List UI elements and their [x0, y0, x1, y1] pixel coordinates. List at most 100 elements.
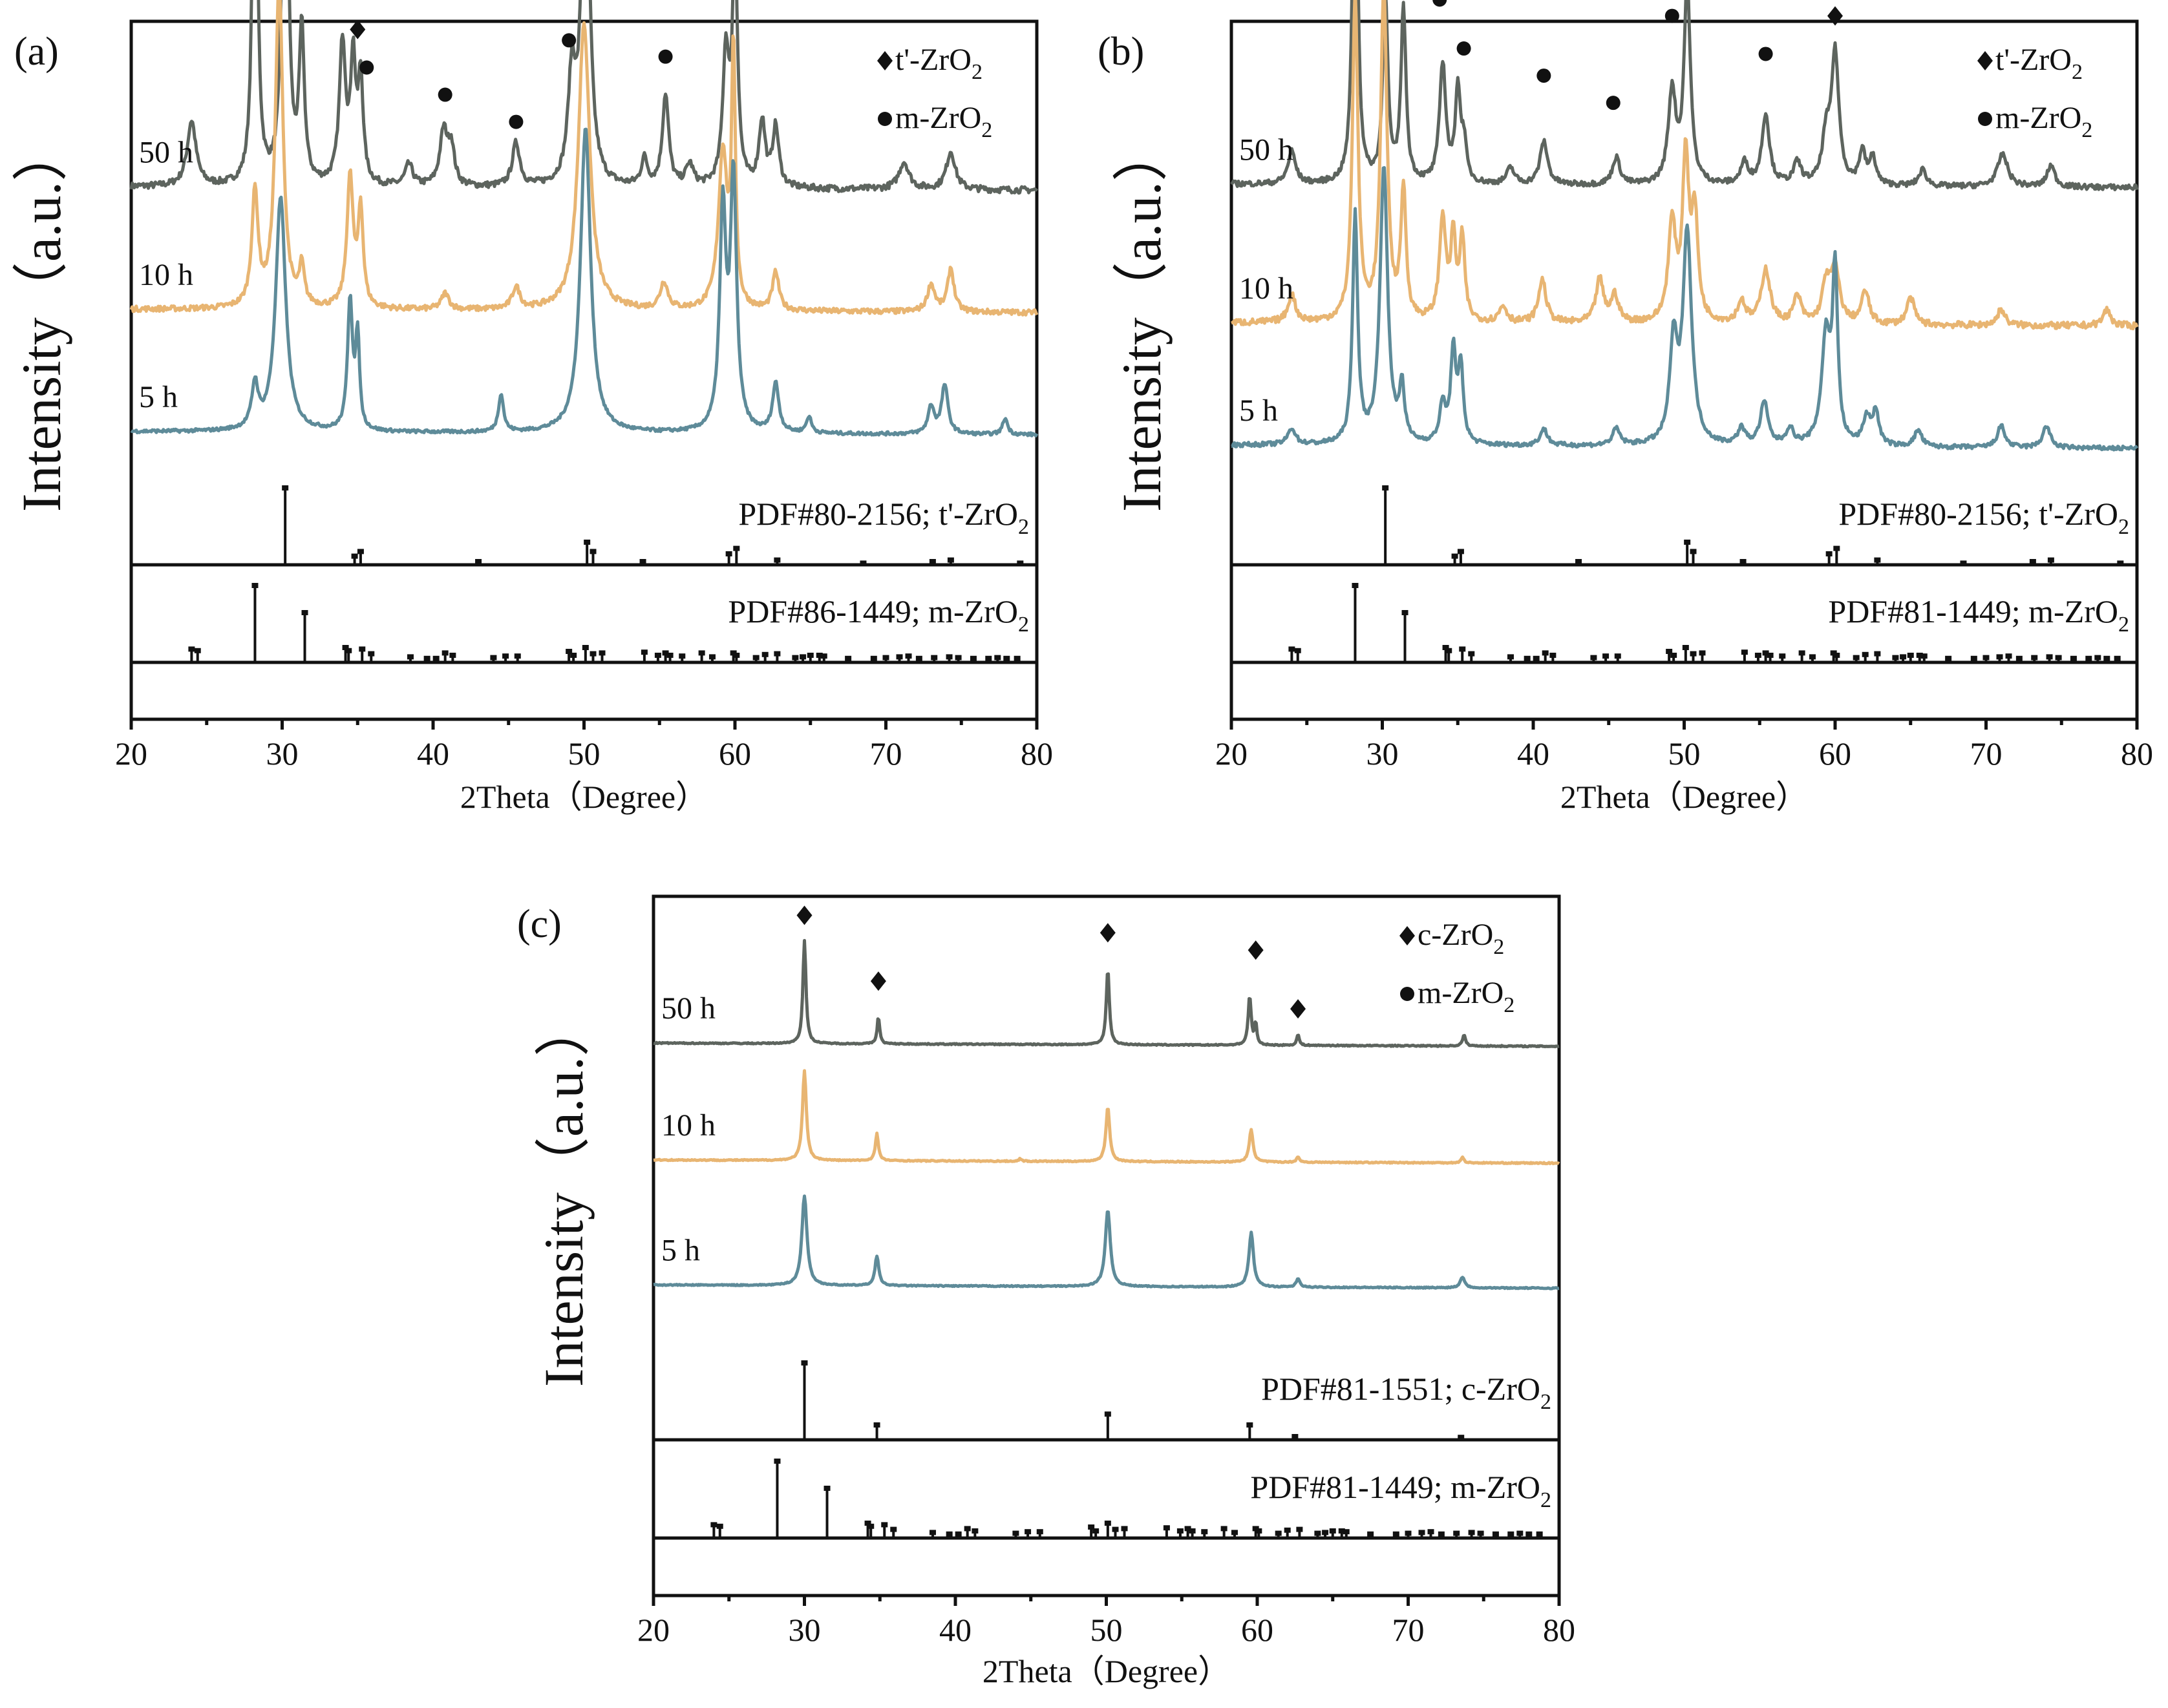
reference-stick-cap [708, 654, 716, 660]
series-5h: 5 h [130, 127, 1039, 438]
reference-stick-cap [2117, 560, 2124, 566]
legend: t'-ZrO2 m-ZrO2 [1977, 43, 2092, 142]
series-50h: 50 h [653, 905, 1560, 1049]
legend-marker-diamond [1977, 51, 1993, 70]
series-line [1231, 166, 2139, 452]
reference-stick-cap [590, 651, 597, 657]
reference-stick-cap [792, 655, 799, 660]
reference-stick-cap [351, 553, 358, 559]
reference-stick-cap [985, 655, 992, 661]
reference-stick-cap [1690, 549, 1697, 554]
phase-marker-circle [1664, 8, 1679, 23]
reference-stick-cap [860, 560, 867, 566]
phase-marker-diamond [796, 905, 813, 925]
x-tick-label: 70 [1970, 735, 2003, 772]
reference-stick-cap [1892, 655, 1899, 660]
reference-stick-cap [1507, 1531, 1514, 1537]
reference-stick-cap [1112, 1526, 1119, 1532]
reference-stick-cap [654, 653, 661, 658]
reference-stick-cap [251, 583, 259, 588]
series-10h: 10 h [1231, 0, 2139, 331]
reference-stick-cap [845, 655, 852, 661]
reference-stick-cap [931, 655, 938, 660]
reference-stick-cap [2055, 655, 2062, 660]
reference-stick-cap [1291, 1434, 1299, 1439]
reference-stick-cap [2103, 655, 2110, 661]
reference-stick-cap [1442, 645, 1449, 650]
reference-stick-cap [1382, 485, 1389, 490]
reference-stick-cap [359, 646, 366, 652]
phase-marker-diamond [1827, 6, 1843, 26]
reference-stick-cap [1754, 653, 1761, 658]
legend-entry: m-ZrO2 [895, 101, 992, 142]
x-tick-label: 30 [1366, 735, 1399, 772]
reference-stick-cap [2114, 655, 2121, 661]
reference-stick-cap [1575, 559, 1582, 564]
panel-c: 20 30 40 50 60 70 80 2Theta（Degree） Intensity（a.… [517, 894, 1575, 1689]
panel-label: (b) [1098, 30, 1144, 74]
reference-stick-cap [890, 1526, 897, 1532]
reference-stick-cap [1418, 1530, 1425, 1535]
reference-stick-cap [1516, 1530, 1524, 1536]
series-label: 10 h [1239, 271, 1293, 306]
phase-marker-circle [359, 60, 374, 75]
reference-stick-cap [698, 650, 705, 656]
reference-stick-cap [915, 655, 922, 661]
series-line [1231, 0, 2139, 331]
reference-stick-cap [1874, 557, 1881, 563]
legend: t'-ZrO2 m-ZrO2 [877, 43, 992, 142]
reference-stick-cap [582, 645, 589, 650]
x-tick-label: 80 [1543, 1612, 1575, 1648]
reference-stick-cap [1184, 1526, 1191, 1532]
x-tick-label: 30 [789, 1612, 821, 1648]
phase-marker-circle [562, 33, 577, 48]
series-label: 5 h [1239, 394, 1278, 428]
reference-stick-cap [1542, 650, 1549, 656]
reference-stick-cap [1739, 559, 1747, 564]
reference-stick-cap [1767, 653, 1774, 658]
reference-stick-cap [1762, 650, 1769, 656]
legend-marker-circle [1400, 987, 1414, 1001]
reference-stick-cap [1176, 1528, 1184, 1534]
reference-stick-cap [1036, 1529, 1043, 1535]
reference-stick-cap [1524, 655, 1531, 661]
x-tick-label: 20 [115, 735, 147, 772]
reference-stick-cap [1284, 1527, 1291, 1533]
x-axis-title: 2Theta（Degree） [460, 779, 708, 815]
reference-stick-cap [801, 1360, 808, 1365]
reference-stick-cap [1453, 1530, 1460, 1536]
legend-marker-circle [878, 112, 892, 126]
panel-label: (c) [517, 902, 562, 946]
reference-stick-cap [1451, 553, 1458, 559]
panel-label: (a) [14, 30, 59, 74]
reference-stick-cap [929, 559, 936, 564]
reference-stick-cap [1809, 654, 1816, 660]
reference-stick-cap [2046, 654, 2053, 660]
legend-entry: t'-ZrO2 [895, 43, 983, 84]
x-tick-label: 80 [1021, 735, 1053, 772]
reference-stick-cap [1189, 1528, 1196, 1534]
reference-stick-cap [432, 655, 440, 661]
series-5h: 5 h [1231, 166, 2139, 452]
reference-stick-cap [1741, 649, 1748, 655]
reference-stick-cap [566, 649, 573, 654]
reference-stick-cap [423, 655, 430, 661]
reference-stick-cap [1012, 1530, 1019, 1536]
reference-label: PDF#81-1449; m-ZrO2 [1250, 1469, 1551, 1512]
phase-marker-circle [1536, 69, 1551, 83]
x-tick-label: 20 [1215, 735, 1248, 772]
reference-stick-cap [194, 648, 201, 653]
reference-stick-cap [1666, 649, 1673, 654]
reference-stick-cap [710, 1522, 717, 1528]
reference-stick-cap [407, 654, 414, 660]
reference-stick-cap [733, 545, 740, 551]
reference-stick-cap [679, 653, 686, 659]
legend-marker-circle [1978, 112, 1992, 126]
x-tick-label: 60 [719, 735, 751, 772]
reference-stick-cap [955, 1531, 962, 1537]
reference-stick-cap [824, 1486, 831, 1491]
reference-stick-cap [1231, 1530, 1238, 1535]
reference-stick-cap [947, 557, 954, 563]
series-10h: 10 h [653, 1069, 1560, 1166]
reference-stick-cap [761, 651, 769, 657]
